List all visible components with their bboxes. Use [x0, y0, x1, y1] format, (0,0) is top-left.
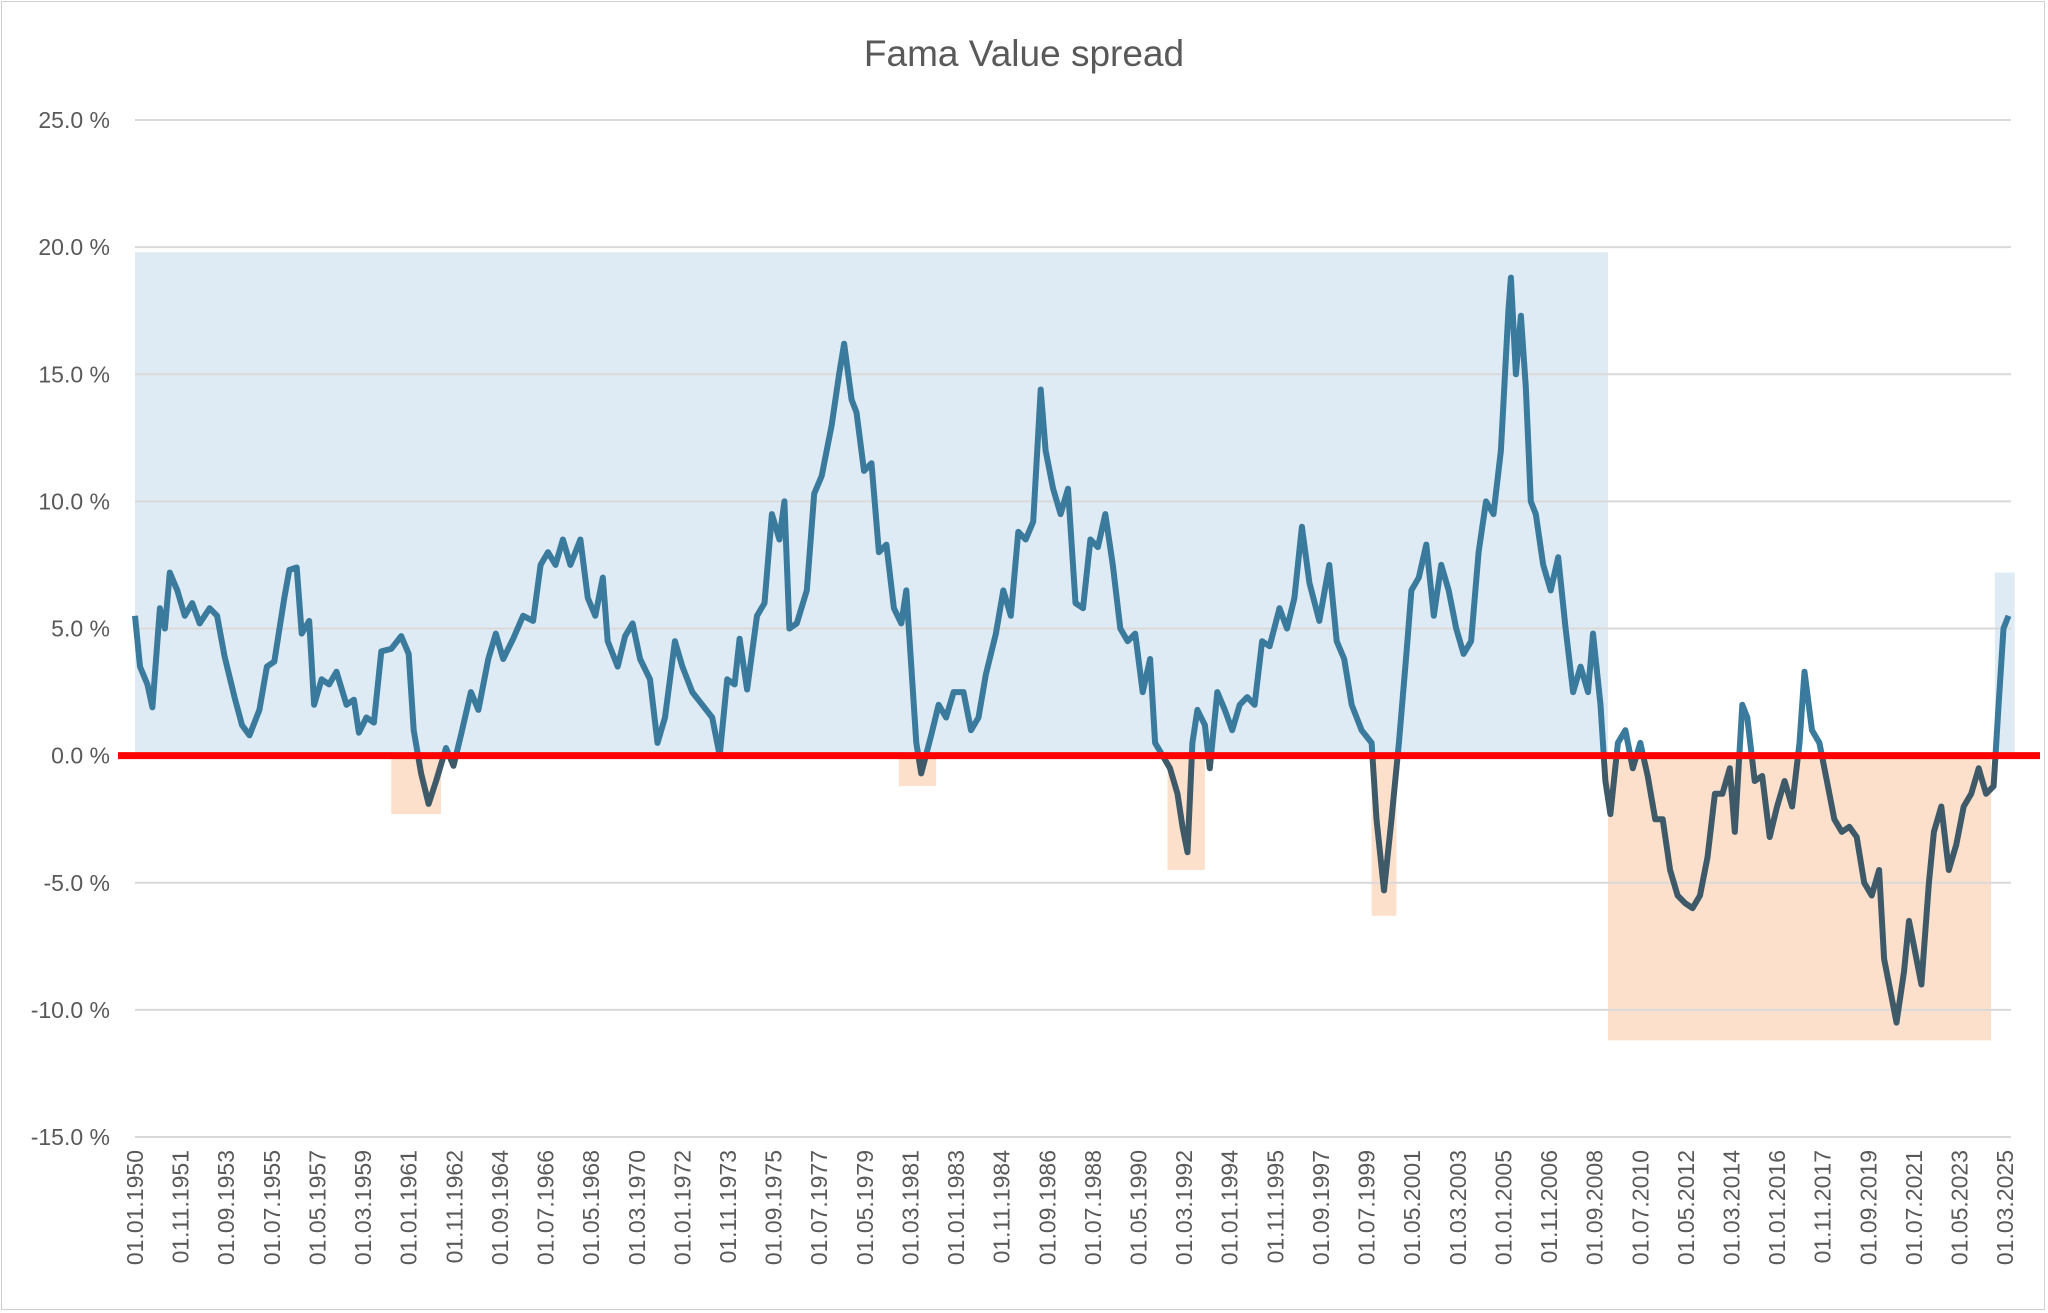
x-tick-label: 01.07.2010 — [1627, 1150, 1653, 1265]
y-tick-label: -15.0 % — [31, 1124, 110, 1150]
series-line-positive — [132, 274, 2012, 756]
y-tick-label: 15.0 % — [38, 361, 110, 387]
y-tick-label: -10.0 % — [31, 997, 110, 1023]
x-tick-label: 01.01.1950 — [122, 1150, 148, 1265]
x-tick-label: 01.03.1992 — [1171, 1150, 1197, 1265]
y-tick-label: 25.0 % — [38, 107, 110, 133]
x-tick-label: 01.11.1984 — [989, 1150, 1015, 1264]
x-tick-label: 01.11.1973 — [715, 1150, 741, 1263]
positive-shaded-region — [135, 252, 1608, 756]
x-tick-label: 01.05.1968 — [578, 1150, 604, 1265]
x-tick-label: 01.01.1961 — [396, 1150, 422, 1265]
x-tick-label: 01.11.1995 — [1262, 1150, 1288, 1263]
x-tick-label: 01.09.1997 — [1308, 1150, 1334, 1265]
x-tick-label: 01.03.2003 — [1445, 1150, 1471, 1265]
y-tick-label: 0.0 % — [51, 743, 110, 769]
x-tick-label: 01.05.2001 — [1399, 1150, 1425, 1265]
x-tick-label: 01.01.1972 — [669, 1150, 695, 1265]
x-tick-label: 01.03.1970 — [624, 1150, 650, 1265]
x-tick-label: 01.07.2021 — [1901, 1150, 1927, 1265]
x-tick-label: 01.09.2008 — [1582, 1150, 1608, 1265]
x-tick-label: 01.03.1981 — [897, 1150, 923, 1265]
x-tick-label: 01.09.1953 — [213, 1150, 239, 1265]
y-tick-label: 10.0 % — [38, 488, 110, 514]
x-tick-label: 01.07.1977 — [806, 1150, 832, 1265]
x-tick-label: 01.11.2006 — [1536, 1150, 1562, 1263]
x-tick-label: 01.01.1983 — [943, 1150, 969, 1265]
x-tick-label: 01.09.1986 — [1034, 1150, 1060, 1265]
x-tick-label: 01.07.1988 — [1080, 1150, 1106, 1265]
y-tick-label: 5.0 % — [51, 616, 110, 642]
x-tick-label: 01.01.1994 — [1217, 1150, 1243, 1265]
x-tick-label: 01.11.2017 — [1810, 1150, 1836, 1263]
x-tick-label: 01.05.2023 — [1947, 1150, 1973, 1265]
y-tick-label: -5.0 % — [44, 870, 110, 896]
x-tick-label: 01.07.1955 — [259, 1150, 285, 1265]
x-tick-label: 01.11.1951 — [168, 1150, 194, 1263]
x-tick-label: 01.07.1966 — [533, 1150, 559, 1265]
x-tick-label: 01.05.1957 — [304, 1150, 330, 1265]
x-tick-label: 01.05.2012 — [1673, 1150, 1699, 1265]
x-tick-label: 01.01.2016 — [1764, 1150, 1790, 1265]
x-tick-label: 01.09.2019 — [1855, 1150, 1881, 1265]
y-tick-label: 20.0 % — [38, 234, 110, 260]
x-tick-label: 01.01.2005 — [1490, 1150, 1516, 1265]
x-tick-label: 01.09.1975 — [761, 1150, 787, 1265]
x-tick-label: 01.03.2014 — [1719, 1150, 1745, 1265]
x-tick-label: 01.05.1990 — [1126, 1150, 1152, 1265]
series-line-negative — [415, 755, 1999, 1026]
x-tick-label: 01.11.1962 — [441, 1150, 467, 1263]
x-tick-label: 01.03.2025 — [1992, 1150, 2018, 1265]
chart-title: Fama Value spread — [864, 33, 1184, 74]
x-tick-label: 01.03.1959 — [350, 1150, 376, 1265]
x-tick-label: 01.07.1999 — [1354, 1150, 1380, 1265]
x-tick-label: 01.05.1979 — [852, 1150, 878, 1265]
negative-shaded-region — [1607, 755, 1992, 1041]
x-tick-label: 01.09.1964 — [487, 1150, 513, 1265]
